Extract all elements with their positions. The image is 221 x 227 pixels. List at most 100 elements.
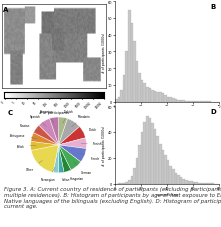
- Bar: [170, 166, 172, 184]
- Bar: [125, 182, 128, 184]
- Bar: [149, 89, 151, 102]
- Text: Romanian: Romanian: [39, 109, 54, 123]
- Wedge shape: [59, 145, 81, 170]
- Y-axis label: # of participants (1000s): # of participants (1000s): [102, 125, 106, 165]
- Bar: [125, 52, 128, 102]
- Bar: [190, 101, 193, 102]
- Text: D: D: [210, 108, 216, 114]
- Bar: [123, 183, 125, 184]
- Wedge shape: [59, 138, 86, 149]
- Bar: [185, 180, 188, 184]
- Bar: [164, 96, 167, 102]
- Bar: [172, 170, 175, 184]
- Bar: [133, 168, 136, 184]
- Bar: [141, 132, 143, 184]
- Wedge shape: [34, 126, 59, 145]
- Bar: [156, 136, 159, 184]
- Bar: [195, 183, 198, 184]
- Bar: [180, 101, 183, 102]
- Y-axis label: # of participants (1000s): # of participants (1000s): [102, 32, 106, 72]
- Wedge shape: [39, 119, 59, 145]
- Bar: [143, 84, 146, 102]
- Text: Italian: Italian: [61, 167, 70, 181]
- Bar: [123, 76, 125, 102]
- Text: Polish: Polish: [16, 144, 36, 148]
- Bar: [159, 93, 162, 102]
- Bar: [188, 101, 190, 102]
- Bar: [159, 144, 162, 184]
- Text: Finnish: Finnish: [81, 141, 103, 145]
- Bar: [136, 62, 138, 102]
- Wedge shape: [59, 145, 71, 173]
- Text: Mandarin: Mandarin: [72, 115, 90, 127]
- Text: Dutch: Dutch: [78, 127, 97, 135]
- Bar: [133, 42, 136, 102]
- Bar: [206, 183, 208, 184]
- Bar: [130, 24, 133, 102]
- X-axis label: # of participants: # of participants: [39, 111, 69, 115]
- Bar: [156, 92, 159, 102]
- Bar: [177, 100, 180, 102]
- Bar: [154, 130, 156, 184]
- Bar: [190, 182, 193, 184]
- Bar: [193, 182, 195, 184]
- Text: French: French: [79, 154, 100, 160]
- Bar: [141, 81, 143, 102]
- Wedge shape: [59, 119, 80, 145]
- Wedge shape: [31, 145, 59, 173]
- Bar: [175, 173, 177, 184]
- Bar: [188, 181, 190, 184]
- Wedge shape: [31, 133, 59, 145]
- Bar: [143, 122, 146, 184]
- Bar: [151, 91, 154, 102]
- Text: Figure 3. A: Current country of residence of participants (excluding participant: Figure 3. A: Current country of residenc…: [4, 186, 221, 208]
- Bar: [120, 91, 123, 102]
- Bar: [180, 178, 183, 184]
- Wedge shape: [50, 118, 59, 145]
- Bar: [183, 101, 185, 102]
- Wedge shape: [53, 145, 59, 173]
- Bar: [128, 11, 130, 102]
- Bar: [183, 179, 185, 184]
- Wedge shape: [59, 127, 86, 145]
- Text: Norwegian: Norwegian: [41, 167, 55, 181]
- Bar: [162, 151, 164, 184]
- X-axis label: age of first exposure: age of first exposure: [147, 110, 187, 114]
- Bar: [120, 183, 123, 184]
- Bar: [198, 183, 201, 184]
- Text: Turkish: Turkish: [63, 109, 74, 123]
- Bar: [201, 183, 203, 184]
- Wedge shape: [59, 145, 86, 162]
- Bar: [146, 117, 149, 184]
- Bar: [185, 101, 188, 102]
- Bar: [154, 91, 156, 102]
- Text: B: B: [210, 4, 216, 10]
- Wedge shape: [59, 145, 64, 173]
- Wedge shape: [31, 142, 59, 151]
- Bar: [164, 155, 167, 184]
- Text: C: C: [8, 110, 13, 116]
- X-axis label: current age: current age: [156, 192, 178, 196]
- Bar: [170, 98, 172, 102]
- Text: Other: Other: [26, 161, 42, 172]
- Bar: [172, 99, 175, 102]
- Bar: [177, 175, 180, 184]
- Bar: [138, 145, 141, 184]
- Bar: [203, 183, 206, 184]
- Text: German: German: [73, 162, 91, 174]
- Bar: [162, 94, 164, 102]
- Text: Portuguese: Portuguese: [10, 133, 37, 139]
- Wedge shape: [59, 118, 68, 145]
- Text: A: A: [3, 7, 9, 13]
- Bar: [149, 118, 151, 184]
- Bar: [130, 176, 133, 184]
- Bar: [138, 74, 141, 102]
- Bar: [146, 87, 149, 102]
- Text: Spanish: Spanish: [30, 114, 46, 127]
- Bar: [167, 161, 170, 184]
- Bar: [136, 158, 138, 184]
- Bar: [167, 97, 170, 102]
- Bar: [128, 180, 130, 184]
- Bar: [151, 123, 154, 184]
- Bar: [115, 100, 118, 102]
